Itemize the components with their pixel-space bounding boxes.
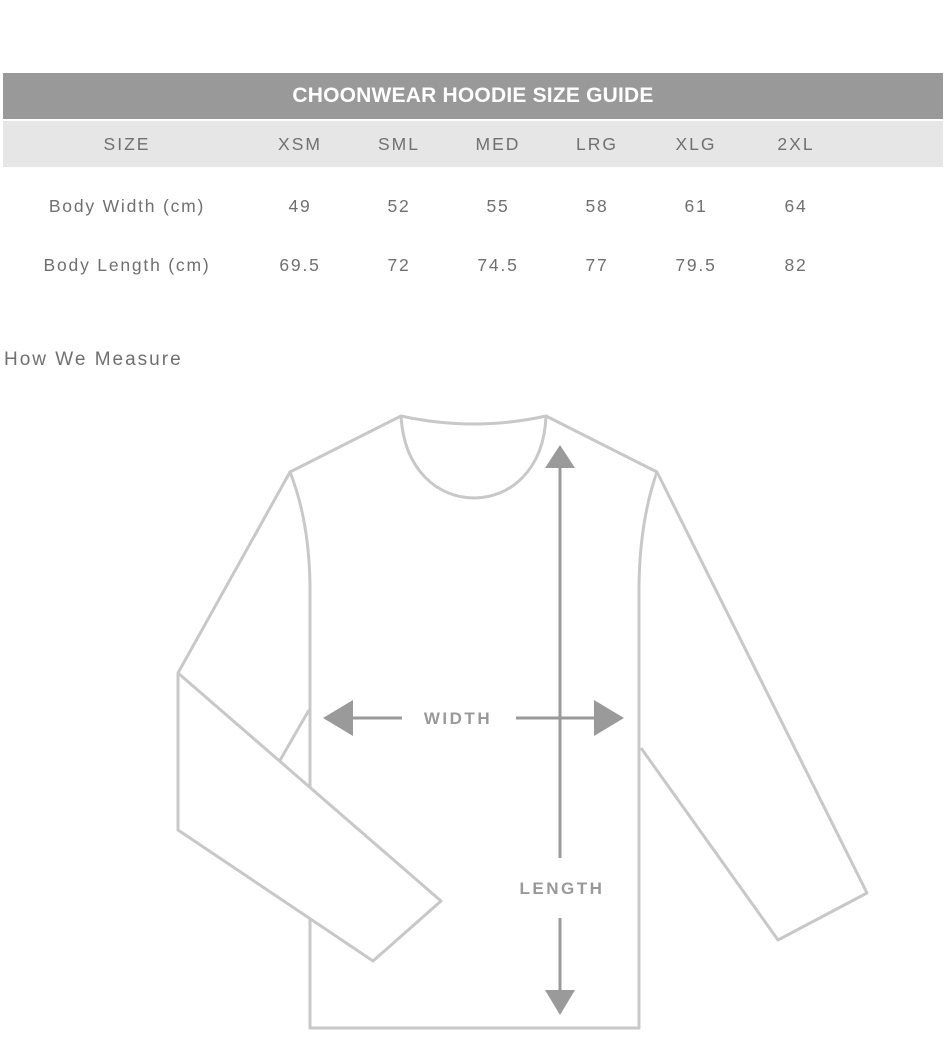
table-cell: 72 (387, 255, 411, 275)
table-cell: 77 (585, 255, 609, 275)
table-cell: 64 (784, 196, 808, 216)
header-xsm: XSM (278, 134, 322, 154)
header-xlg: XLG (675, 134, 717, 154)
how-we-measure-heading: How We Measure (4, 349, 183, 370)
length-arrow-up-icon (545, 445, 575, 468)
table-header-row: SIZE XSM SML MED LRG XLG 2XL (3, 121, 943, 167)
table-cell: 58 (585, 196, 609, 216)
header-lrg: LRG (576, 134, 618, 154)
width-arrow-right-icon (594, 700, 624, 736)
header-sml: SML (378, 134, 420, 154)
table-cell: 69.5 (279, 255, 321, 275)
length-label: LENGTH (520, 879, 605, 898)
table-cell: 74.5 (477, 255, 519, 275)
hoodie-right-sleeve (639, 471, 869, 942)
hoodie-neckline (399, 415, 548, 500)
header-2xl: 2XL (777, 134, 815, 154)
width-arrow-left-icon (323, 700, 353, 736)
hoodie-left-sleeve (176, 471, 443, 963)
length-arrow-down-icon (545, 990, 575, 1015)
table-cell: 61 (684, 196, 708, 216)
table-cell: 55 (486, 196, 510, 216)
row-label: Body Length (cm) (43, 255, 211, 275)
size-guide-title: CHOONWEAR HOODIE SIZE GUIDE (3, 73, 943, 119)
hoodie-left-underarm (277, 709, 311, 763)
width-label: WIDTH (424, 709, 492, 728)
table-cell: 82 (784, 255, 808, 275)
table-cell: 79.5 (675, 255, 717, 275)
table-cell: 52 (387, 196, 411, 216)
table-cell: 49 (288, 196, 312, 216)
table-row-body-length: Body Length (cm) 69.5 72 74.5 77 79.5 82 (3, 251, 943, 281)
header-size: SIZE (103, 134, 151, 154)
row-label: Body Width (cm) (48, 196, 206, 216)
header-med: MED (475, 134, 521, 154)
table-row-body-width: Body Width (cm) 49 52 55 58 61 64 (3, 192, 943, 222)
